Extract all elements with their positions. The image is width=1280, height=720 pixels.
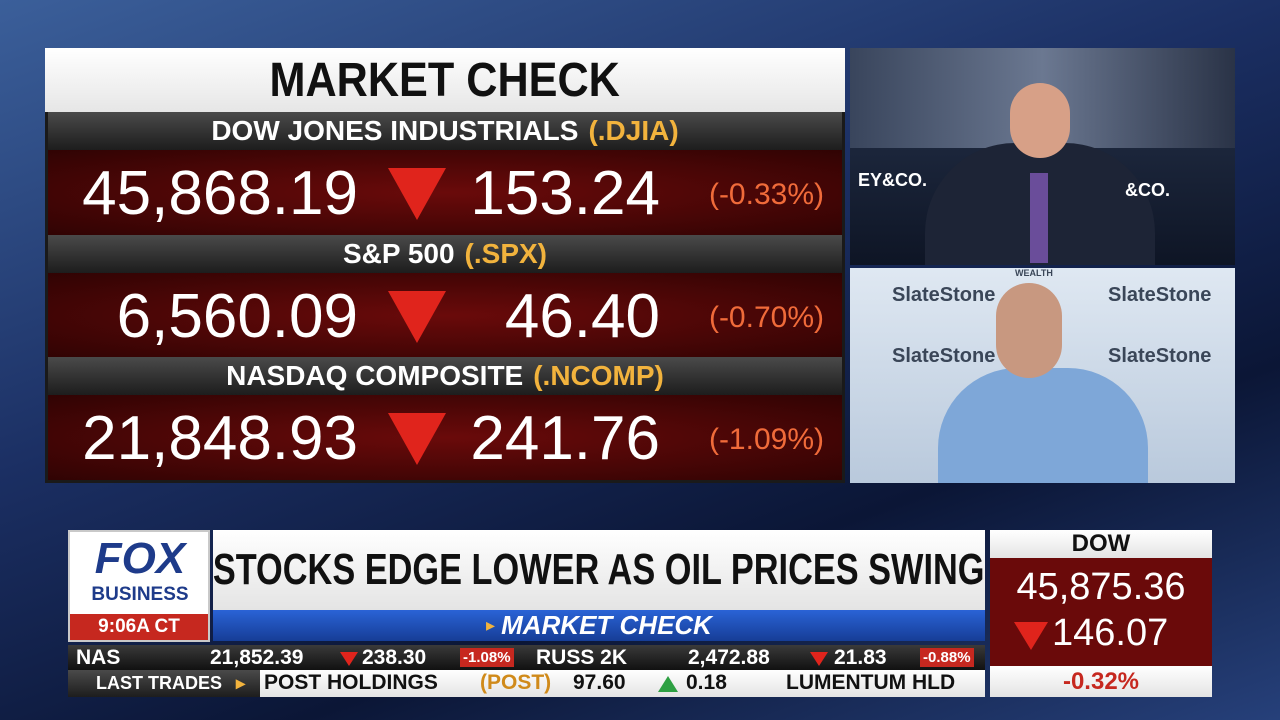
dow-down-arrow (1014, 622, 1048, 650)
guest-figure (938, 368, 1148, 483)
trade-up (658, 676, 678, 692)
subhead-arrow: ▸ (486, 615, 496, 635)
fox-logo: FOX BUSINESS 9:06A CT (68, 530, 210, 642)
backdrop-logo: SlateStone (1108, 345, 1212, 367)
ticker-down (810, 652, 828, 666)
index-header: S&P 500 (.SPX) (48, 235, 842, 273)
dow-box: DOW 45,875.36 146.07 -0.32% (990, 530, 1212, 697)
index-header: NASDAQ COMPOSITE (.NCOMP) (48, 357, 842, 395)
index-name: NASDAQ COMPOSITE (226, 360, 524, 391)
index-name: S&P 500 (342, 238, 455, 269)
dow-header: DOW (990, 530, 1212, 558)
ticker-down (340, 652, 358, 666)
down-arrow (388, 168, 446, 220)
down-triangle (388, 291, 446, 343)
index-change: 153.24 (470, 159, 660, 228)
trade-name: POST HOLDINGS (264, 671, 438, 694)
index-value: 21,848.93 (82, 404, 358, 473)
ticker-name: NAS (76, 646, 121, 669)
down-triangle (1014, 622, 1048, 650)
ticker-indices: NAS 21,852.39 238.30 -1.08% RUSS 2K 2,47… (68, 645, 985, 670)
host-video: EY&CO. &CO. (850, 48, 1235, 265)
headline: STOCKS EDGE LOWER AS OIL PRICES SWING (213, 545, 985, 594)
subhead: MARKET CHECK (501, 610, 712, 640)
last-trades-label: LAST TRADES (96, 673, 222, 693)
index-name: DOW JONES INDUSTRIALS (211, 115, 579, 146)
trade-change: 0.18 (686, 671, 727, 694)
trade-price: 97.60 (573, 671, 626, 694)
backdrop-text: &CO. (1125, 180, 1170, 200)
ticker-percent: -0.88% (920, 648, 974, 667)
dow-change: 146.07 (1052, 612, 1169, 654)
index-values: 6,560.09 46.40 (-0.70%) (48, 273, 842, 358)
clock-text: 9:06A CT (98, 616, 180, 637)
down-triangle (810, 652, 828, 666)
last-trades-label-box: LAST TRADES ▸ (68, 670, 260, 697)
logo-business: BUSINESS (91, 584, 189, 605)
ticker-change: 238.30 (362, 646, 427, 669)
backdrop-logo: SlateStone (892, 284, 996, 306)
ticker-percent: -1.08% (460, 648, 514, 667)
headline-bar: STOCKS EDGE LOWER AS OIL PRICES SWING (213, 530, 985, 610)
ticker-value: 2,472.88 (688, 646, 770, 669)
backdrop-text: EY&CO. (858, 170, 928, 190)
down-triangle (388, 413, 446, 465)
down-arrow (388, 413, 446, 465)
dow-label: DOW (1071, 530, 1131, 557)
backdrop-logo: SlateStone (892, 345, 996, 367)
trade-next: LUMENTUM HLD (786, 671, 956, 694)
index-symbol: (.NCOMP) (533, 360, 664, 391)
down-arrow (388, 291, 446, 343)
clock: 9:06A CT (70, 614, 208, 640)
trade-symbol: (POST) (480, 671, 552, 694)
index-header: DOW JONES INDUSTRIALS (.DJIA) (48, 112, 842, 150)
panel-title: MARKET CHECK (45, 48, 845, 112)
down-triangle (388, 168, 446, 220)
index-values: 45,868.19 153.24 (-0.33%) (48, 150, 842, 235)
index-symbol: (.SPX) (464, 238, 548, 269)
guest-head (996, 283, 1062, 378)
dow-value: 45,875.36 (1016, 566, 1186, 608)
host-head (1010, 83, 1070, 158)
ticker-value: 21,852.39 (210, 646, 304, 669)
last-trades-arrow: ▸ (236, 673, 246, 693)
panel-title-text: MARKET CHECK (269, 53, 621, 107)
index-value: 6,560.09 (116, 282, 358, 351)
index-values: 21,848.93 241.76 (-1.09%) (48, 395, 842, 480)
index-change: 241.76 (470, 404, 660, 473)
ticker-change: 21.83 (834, 646, 887, 669)
dow-percent-bar: -0.32% (990, 666, 1212, 697)
index-symbol: (.DJIA) (588, 115, 679, 146)
last-trades-bar: LAST TRADES ▸ POST HOLDINGS (POST) 97.60 … (68, 670, 985, 697)
index-percent: (-0.33%) (708, 178, 824, 211)
host-tie (1030, 173, 1048, 263)
backdrop-sub: WEALTH (1015, 268, 1053, 278)
down-triangle (340, 652, 358, 666)
index-value: 45,868.19 (82, 159, 358, 228)
index-change: 46.40 (504, 282, 660, 351)
index-percent: (-0.70%) (708, 301, 824, 334)
index-percent: (-1.09%) (708, 423, 824, 456)
subhead-bar: ▸ MARKET CHECK (213, 610, 985, 641)
backdrop-logo: SlateStone (1108, 284, 1212, 306)
logo-fox: FOX (94, 534, 186, 583)
guest-video: SlateStone SlateStone SlateStone SlateSt… (850, 268, 1235, 483)
up-triangle (658, 676, 678, 692)
ticker-name: RUSS 2K (536, 646, 628, 669)
dow-percent: -0.32% (1062, 668, 1140, 695)
